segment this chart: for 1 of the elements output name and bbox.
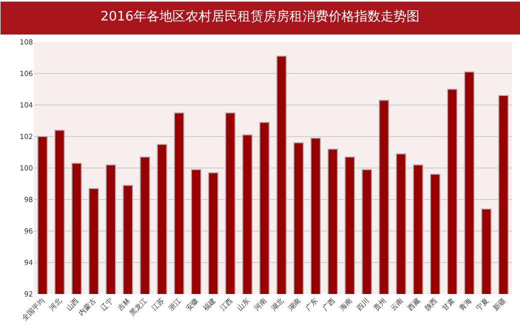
chart-title: 2016年各地区农村居民租赁房房租消费价格指数走势图 (100, 8, 420, 25)
